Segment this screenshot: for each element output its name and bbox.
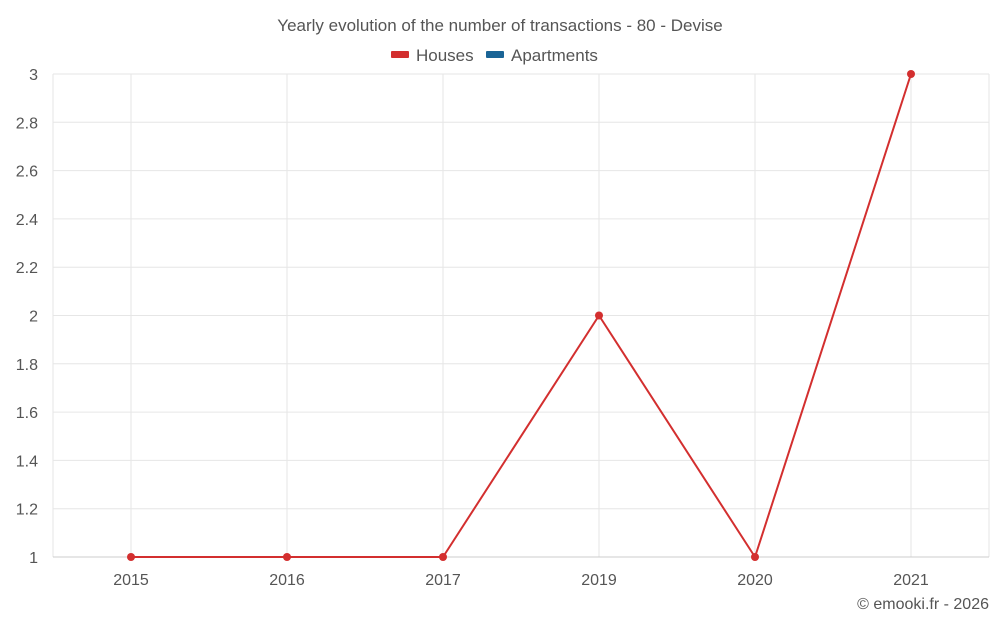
x-tick-label-5: 2021 [893, 572, 929, 589]
legend-label-houses[interactable]: Houses [416, 46, 474, 65]
y-tick-label-0: 1 [29, 550, 38, 567]
data-point-houses-2015 [127, 553, 135, 561]
x-tick-label-2: 2017 [425, 572, 461, 589]
footer-credit: © emooki.fr - 2026 [857, 596, 989, 613]
y-tick-label-8: 2.6 [16, 164, 38, 181]
axes: 1 1.2 1.4 1.6 1.8 2 2.2 2.4 2.6 2.8 3 2015 2016 2017 2… [16, 67, 989, 589]
legend: Houses Apartments [391, 46, 598, 65]
y-tick-label-1: 1.2 [16, 502, 38, 519]
y-tick-label-3: 1.6 [16, 405, 38, 422]
chart-title: Yearly evolution of the number of transa… [277, 16, 722, 35]
legend-swatch-apartments[interactable] [486, 51, 504, 58]
y-tick-label-2: 1.4 [16, 453, 38, 470]
x-tick-label-3: 2019 [581, 572, 617, 589]
legend-swatch-houses[interactable] [391, 51, 409, 58]
data-point-houses-2019 [595, 311, 603, 320]
y-tick-label-6: 2.2 [16, 260, 38, 277]
x-tick-label-0: 2015 [113, 572, 149, 589]
y-tick-label-10: 3 [29, 67, 38, 84]
data-point-houses-2017 [439, 553, 447, 561]
series-line-houses [131, 73, 912, 558]
y-tick-label-7: 2.4 [16, 212, 38, 229]
x-tick-label-1: 2016 [269, 572, 305, 589]
y-tick-label-5: 2 [29, 309, 38, 326]
data-point-houses-2016 [283, 553, 291, 561]
series [127, 70, 915, 561]
y-tick-label-4: 1.8 [16, 357, 38, 374]
y-tick-label-9: 2.8 [16, 115, 38, 132]
grid [52, 73, 990, 558]
data-point-houses-2021 [907, 70, 915, 78]
legend-label-apartments[interactable]: Apartments [511, 46, 598, 65]
x-tick-label-4: 2020 [737, 572, 773, 589]
data-point-houses-2020 [751, 553, 759, 561]
